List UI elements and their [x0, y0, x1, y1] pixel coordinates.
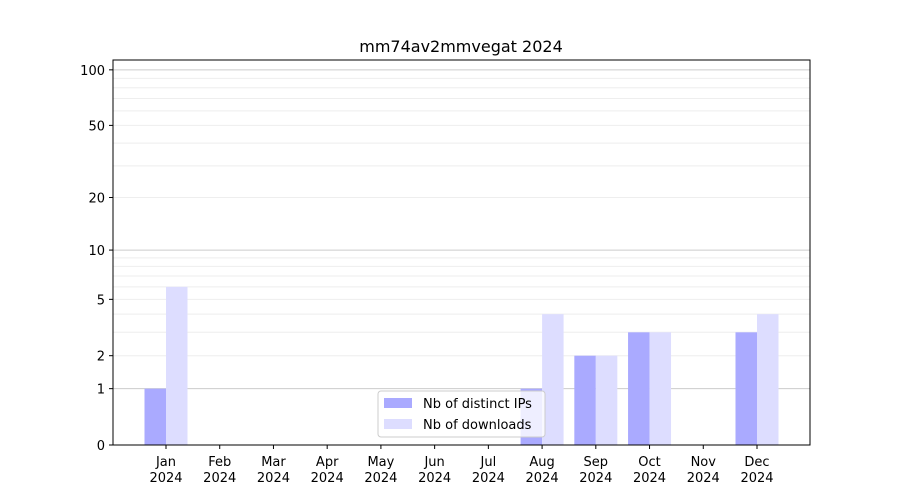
x-tick-label: Nov [691, 455, 717, 470]
bar-downloads [166, 286, 188, 445]
x-tick-label: Oct [638, 455, 660, 470]
x-tick-label: Sep [584, 455, 609, 470]
x-tick-label: Mar [261, 455, 286, 470]
legend-label: Nb of distinct IPs [423, 397, 532, 412]
x-tick-label: Dec [744, 455, 769, 470]
x-tick-label: 2024 [418, 471, 451, 486]
bar-distinct-ips [574, 355, 596, 445]
x-tick-label: 2024 [472, 471, 505, 486]
bar-downloads [757, 314, 779, 445]
x-tick-label: Aug [529, 455, 554, 470]
x-tick-label: 2024 [740, 471, 773, 486]
bar-distinct-ips [735, 332, 757, 445]
x-tick-label: 2024 [257, 471, 290, 486]
x-tick-label: 2024 [687, 471, 720, 486]
x-tick-label: 2024 [364, 471, 397, 486]
y-tick-label: 20 [88, 192, 105, 207]
bar-distinct-ips [628, 332, 650, 445]
y-tick-label: 100 [80, 64, 105, 79]
x-tick-label: 2024 [149, 471, 182, 486]
x-tick-label: May [367, 455, 394, 470]
x-tick-label: 2024 [311, 471, 344, 486]
x-tick-label: Jun [423, 455, 444, 470]
y-tick-label: 10 [88, 244, 105, 259]
x-tick-label: Feb [208, 455, 231, 470]
x-tick-label: Jul [480, 455, 497, 470]
bar-downloads [595, 355, 618, 445]
legend-swatch [384, 398, 412, 408]
y-tick-label: 0 [97, 439, 105, 454]
bar-distinct-ips [144, 388, 166, 445]
legend: Nb of distinct IPs Nb of downloads [377, 390, 546, 438]
y-tick-label: 5 [97, 293, 105, 308]
y-tick-label: 50 [88, 119, 105, 134]
legend-swatch [384, 419, 412, 429]
bar-downloads [649, 332, 672, 445]
legend-label: Nb of downloads [423, 418, 532, 433]
x-tick-label: 2024 [526, 471, 559, 486]
plot-frame [112, 59, 811, 446]
bar-downloads [542, 314, 564, 445]
x-tick-label: 2024 [633, 471, 666, 486]
legend-box [377, 390, 546, 438]
y-tick-label: 2 [97, 350, 105, 365]
x-tick-label: Apr [316, 455, 339, 470]
x-tick-label: 2024 [579, 471, 612, 486]
x-tick-label: 2024 [203, 471, 236, 486]
x-tick-label: Jan [155, 455, 176, 470]
chart-title: mm74av2mmvegat 2024 [359, 37, 563, 56]
y-tick-label: 1 [97, 383, 105, 398]
